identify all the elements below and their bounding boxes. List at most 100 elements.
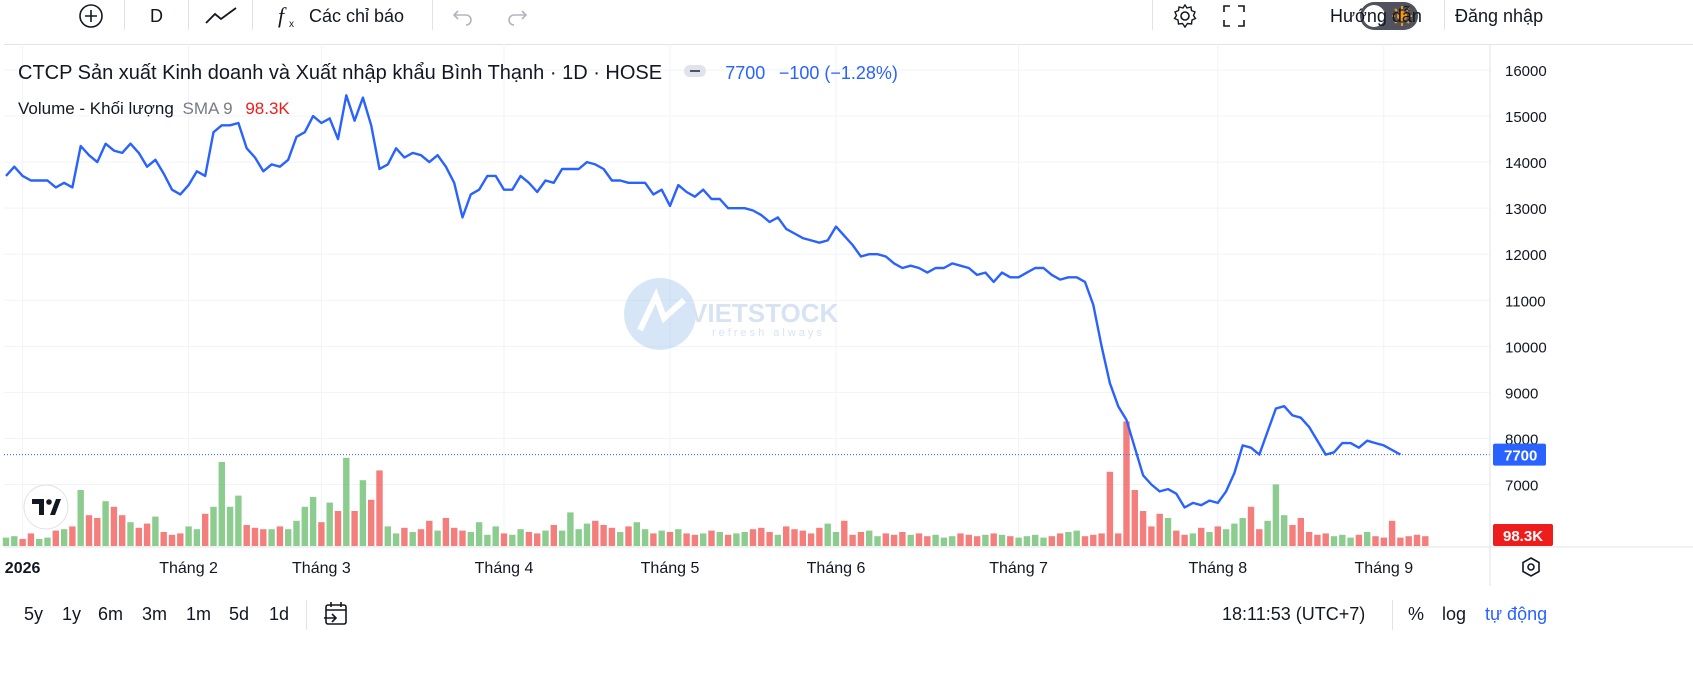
line-chart-icon[interactable] bbox=[204, 0, 238, 32]
volume-bar bbox=[617, 532, 624, 546]
volume-bar bbox=[2, 537, 10, 546]
volume-bar bbox=[177, 533, 184, 546]
volume-bar bbox=[1405, 536, 1412, 546]
time-tick-label: Tháng 4 bbox=[475, 560, 534, 577]
volume-bar bbox=[1281, 515, 1288, 546]
volume-bar bbox=[1339, 534, 1346, 546]
volume-bar bbox=[716, 532, 723, 546]
gear-icon[interactable] bbox=[1172, 0, 1198, 32]
volume-bar bbox=[1264, 520, 1271, 546]
svg-text:x: x bbox=[289, 19, 294, 29]
range-3m[interactable]: 3m bbox=[142, 604, 168, 624]
volume-bar bbox=[1173, 530, 1180, 546]
volume-bar bbox=[1098, 533, 1105, 546]
volume-bar bbox=[1380, 537, 1387, 546]
range-1m[interactable]: 1m bbox=[186, 604, 212, 624]
volume-bar bbox=[19, 539, 26, 546]
volume-value: 98.3K bbox=[245, 99, 290, 118]
price-tick-label: 14000 bbox=[1505, 155, 1547, 172]
watermark-brand: VIETSTOCK bbox=[690, 298, 839, 328]
indicators-button[interactable]: Các chỉ báo bbox=[309, 5, 405, 26]
volume-bar bbox=[558, 530, 566, 546]
volume-axis-label: 98.3K bbox=[1493, 524, 1553, 546]
volume-bar bbox=[376, 470, 383, 546]
volume-bar bbox=[127, 522, 134, 546]
interval-button[interactable]: D bbox=[150, 5, 163, 26]
volume-bar bbox=[326, 502, 333, 546]
volume-bar bbox=[741, 532, 748, 546]
volume-bar bbox=[600, 525, 607, 546]
volume-bar bbox=[1007, 536, 1014, 546]
volume-bar bbox=[567, 512, 574, 546]
volume-bar bbox=[143, 523, 151, 546]
volume-bar bbox=[1139, 511, 1147, 546]
price-tick-label: 13000 bbox=[1505, 201, 1547, 218]
volume-bar bbox=[484, 534, 491, 546]
redo-icon[interactable] bbox=[506, 0, 528, 32]
range-5d[interactable]: 5d bbox=[229, 604, 250, 624]
volume-bar bbox=[1372, 536, 1379, 546]
volume-bar bbox=[343, 457, 350, 546]
login-button[interactable]: Đăng nhập bbox=[1455, 5, 1544, 26]
last-price-axis-label: 7700 bbox=[1493, 443, 1546, 466]
volume-bar bbox=[675, 529, 682, 546]
guide-button[interactable]: Hướng dẫn bbox=[1330, 5, 1422, 26]
volume-bar bbox=[293, 520, 300, 546]
volume-bar bbox=[1413, 534, 1421, 546]
volume-bar bbox=[1231, 523, 1238, 546]
volume-bar bbox=[592, 520, 599, 546]
range-5y[interactable]: 5y bbox=[24, 604, 44, 624]
volume-bar bbox=[575, 529, 582, 546]
volume-bar bbox=[509, 534, 516, 546]
clock-text[interactable]: 18:11:53 (UTC+7) bbox=[1222, 604, 1366, 624]
range-1d[interactable]: 1d bbox=[269, 604, 290, 624]
volume-bar bbox=[301, 506, 308, 546]
volume-bar bbox=[451, 527, 458, 546]
volume-bar bbox=[998, 534, 1006, 546]
tradingview-logo-icon[interactable] bbox=[23, 484, 69, 530]
plus-circle-icon[interactable] bbox=[78, 0, 104, 32]
volume-bar bbox=[77, 490, 84, 546]
range-6m[interactable]: 6m bbox=[98, 604, 124, 624]
percent-toggle[interactable]: % bbox=[1408, 604, 1425, 624]
volume-bar bbox=[152, 516, 159, 546]
volume-bar bbox=[318, 522, 325, 546]
time-tick-label: Tháng 2 bbox=[159, 560, 218, 577]
volume-bar bbox=[874, 536, 881, 546]
time-tick-label: Tháng 3 bbox=[292, 560, 351, 577]
chart-frame bbox=[4, 44, 1693, 689]
volume-bar bbox=[1305, 532, 1313, 546]
collapse-pill-icon[interactable] bbox=[683, 65, 706, 77]
volume-bar bbox=[1148, 526, 1155, 546]
fullscreen-icon[interactable] bbox=[1222, 0, 1246, 32]
theme-toggle-icon[interactable] bbox=[1360, 2, 1418, 30]
volume-bar bbox=[807, 533, 815, 546]
volume-bar bbox=[467, 532, 474, 546]
volume-bar bbox=[973, 536, 981, 546]
volume-bar bbox=[791, 529, 798, 546]
volume-bar bbox=[766, 532, 773, 546]
log-toggle[interactable]: log bbox=[1442, 604, 1467, 624]
volume-bar bbox=[1156, 513, 1163, 546]
time-tick-label: Tháng 9 bbox=[1354, 560, 1413, 577]
volume-bar bbox=[218, 462, 225, 546]
legend-title-row: CTCP Sản xuất Kinh doanh và Xuất nhập kh… bbox=[18, 62, 898, 85]
auto-toggle[interactable]: tự động bbox=[1485, 604, 1548, 624]
undo-icon[interactable] bbox=[452, 0, 474, 32]
scale-settings-icon[interactable] bbox=[1522, 557, 1540, 577]
volume-bar bbox=[285, 529, 292, 546]
volume-bar bbox=[243, 525, 250, 546]
watermark-tagline: refresh always bbox=[712, 327, 825, 339]
volume-bar bbox=[1239, 518, 1246, 546]
volume-bar bbox=[52, 530, 59, 546]
range-1y[interactable]: 1y bbox=[62, 604, 82, 624]
time-tick-label: Tháng 5 bbox=[641, 560, 700, 577]
volume-bar bbox=[824, 523, 831, 546]
time-tick-label: Tháng 8 bbox=[1188, 560, 1247, 577]
date-range-icon[interactable] bbox=[322, 600, 350, 633]
volume-bar bbox=[1314, 534, 1321, 546]
volume-bar bbox=[334, 511, 342, 546]
volume-bar bbox=[384, 526, 391, 546]
